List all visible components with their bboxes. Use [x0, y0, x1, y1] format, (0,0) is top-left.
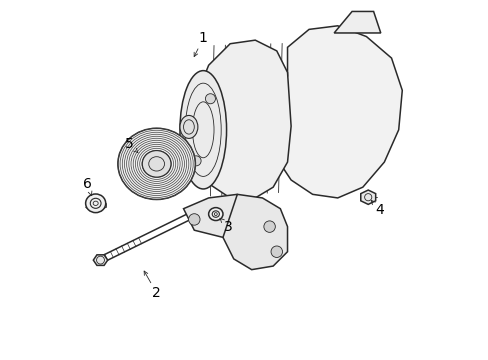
- Ellipse shape: [118, 128, 195, 199]
- Circle shape: [264, 221, 275, 232]
- Polygon shape: [190, 40, 290, 198]
- Ellipse shape: [208, 208, 223, 221]
- Polygon shape: [360, 190, 375, 204]
- Circle shape: [205, 94, 215, 104]
- Text: 2: 2: [152, 286, 161, 300]
- Polygon shape: [223, 194, 287, 270]
- Ellipse shape: [142, 150, 171, 177]
- Text: 6: 6: [83, 177, 92, 191]
- Text: 5: 5: [124, 137, 133, 151]
- Ellipse shape: [85, 194, 105, 213]
- Ellipse shape: [180, 71, 226, 189]
- Circle shape: [270, 246, 282, 257]
- Circle shape: [188, 214, 200, 225]
- Circle shape: [191, 156, 201, 166]
- Text: 3: 3: [224, 220, 232, 234]
- Polygon shape: [93, 255, 107, 265]
- Polygon shape: [183, 194, 237, 237]
- Text: 4: 4: [375, 203, 384, 217]
- Polygon shape: [333, 12, 380, 33]
- Text: 1: 1: [199, 31, 207, 45]
- Polygon shape: [273, 26, 402, 198]
- Ellipse shape: [180, 116, 198, 138]
